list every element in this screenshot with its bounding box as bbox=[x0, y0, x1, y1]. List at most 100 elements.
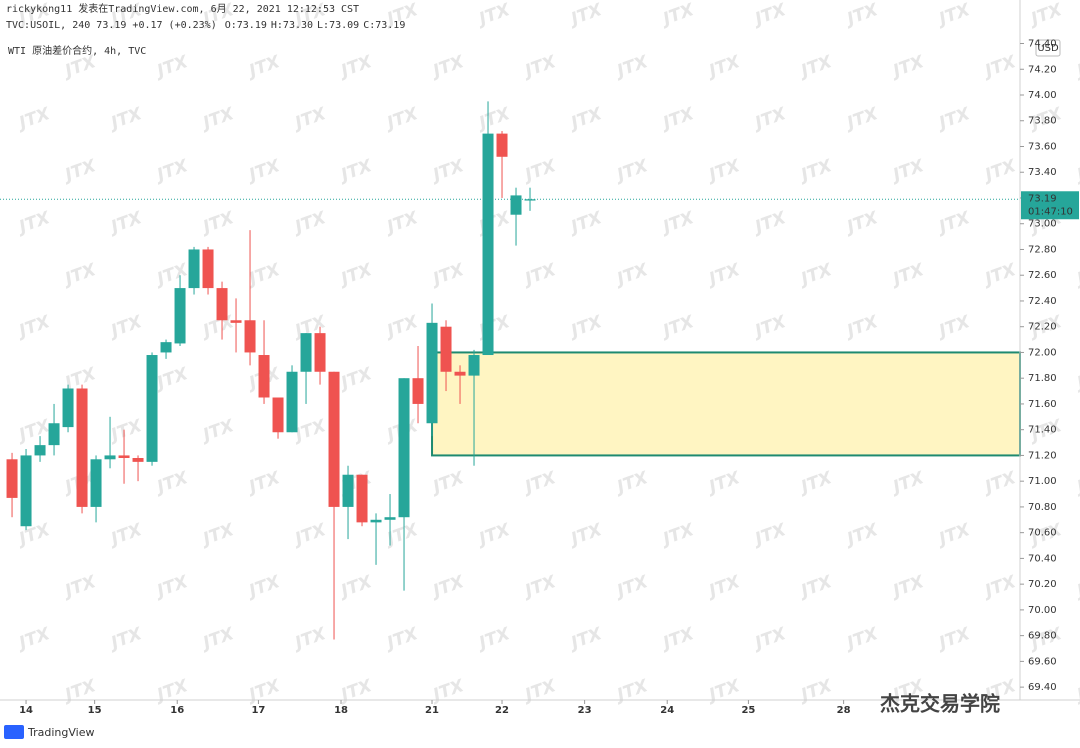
y-tick-label: 72.40 bbox=[1028, 296, 1057, 307]
watermark: JTX bbox=[612, 468, 652, 499]
watermark: JTX bbox=[474, 0, 514, 30]
watermark: JTX bbox=[612, 572, 652, 603]
candle-body bbox=[524, 199, 536, 201]
header: rickykong11 发表在TradingView.com, 6月 22, 2… bbox=[6, 2, 359, 15]
candle-body bbox=[510, 195, 522, 215]
watermark: JTX bbox=[750, 624, 790, 655]
watermark: JTX bbox=[290, 624, 330, 655]
watermark: JTX bbox=[14, 208, 54, 239]
watermark: JTX bbox=[934, 624, 974, 655]
candle-body bbox=[160, 342, 172, 353]
plot-area bbox=[0, 101, 1021, 640]
watermark: JTX bbox=[474, 104, 514, 135]
watermark: JTX bbox=[658, 0, 698, 30]
y-tick-label: 72.20 bbox=[1028, 322, 1057, 333]
watermark: JTX bbox=[1072, 676, 1080, 707]
y-tick-label: 70.80 bbox=[1028, 502, 1057, 513]
watermark: JTX bbox=[796, 52, 836, 83]
watermark: JTX bbox=[336, 156, 376, 187]
ohlc-value: 73.09 bbox=[329, 20, 359, 31]
watermark: JTX bbox=[244, 468, 284, 499]
watermark: JTX bbox=[1072, 364, 1080, 395]
watermark: JTX bbox=[152, 468, 192, 499]
watermark: JTX bbox=[750, 208, 790, 239]
y-tick-label: 70.20 bbox=[1028, 579, 1057, 590]
watermark: JTX bbox=[336, 676, 376, 707]
x-tick-label: 18 bbox=[334, 705, 348, 716]
watermark: JTX bbox=[934, 312, 974, 343]
watermark: JTX bbox=[704, 468, 744, 499]
candle-body bbox=[496, 133, 508, 157]
watermark: JTX bbox=[474, 624, 514, 655]
watermark: JTX bbox=[566, 624, 606, 655]
watermark: JTX bbox=[106, 624, 146, 655]
candle-body bbox=[468, 355, 480, 376]
watermark: JTX bbox=[934, 0, 974, 30]
watermark: JTX bbox=[60, 156, 100, 187]
watermark: JTX bbox=[428, 52, 468, 83]
watermark: JTX bbox=[152, 364, 192, 395]
watermark: JTX bbox=[336, 468, 376, 499]
watermark: JTX bbox=[796, 468, 836, 499]
candle-body bbox=[34, 445, 46, 456]
watermark: JTX bbox=[1072, 52, 1080, 83]
watermark: JTX bbox=[888, 260, 928, 291]
watermark: JTX bbox=[336, 260, 376, 291]
watermark: JTX bbox=[14, 312, 54, 343]
x-tick-label: 28 bbox=[837, 705, 851, 716]
watermark: JTX bbox=[566, 208, 606, 239]
watermark: JTX bbox=[336, 572, 376, 603]
watermark: JTX bbox=[934, 520, 974, 551]
candle-body bbox=[356, 474, 368, 523]
x-tick-label: 17 bbox=[251, 705, 265, 716]
watermark: JTX bbox=[428, 572, 468, 603]
watermark: JTX bbox=[198, 208, 238, 239]
watermark: JTX bbox=[842, 312, 882, 343]
watermark: JTX bbox=[658, 520, 698, 551]
watermark: JTX bbox=[106, 208, 146, 239]
watermark: JTX bbox=[198, 520, 238, 551]
candle-body bbox=[20, 455, 32, 527]
y-tick-label: 74.00 bbox=[1028, 90, 1057, 101]
watermark: JTX bbox=[290, 208, 330, 239]
candle-body bbox=[286, 371, 298, 433]
candle-body bbox=[440, 326, 452, 372]
candle-body bbox=[90, 459, 102, 507]
watermark: JTX bbox=[152, 676, 192, 707]
y-tick-label: 73.60 bbox=[1028, 141, 1057, 152]
x-tick-label: 14 bbox=[19, 705, 33, 716]
watermark: JTX bbox=[980, 156, 1020, 187]
candle-body bbox=[272, 397, 284, 433]
y-tick-label: 71.20 bbox=[1028, 450, 1057, 461]
watermark: JTX bbox=[382, 312, 422, 343]
y-tick-label: 73.40 bbox=[1028, 167, 1057, 178]
candle-body bbox=[76, 388, 88, 507]
support-zone bbox=[431, 351, 1021, 457]
watermark: JTX bbox=[14, 416, 54, 447]
brand-logo bbox=[4, 725, 24, 739]
watermark: JTX bbox=[1072, 156, 1080, 187]
watermark: JTX bbox=[290, 104, 330, 135]
watermark: JTX bbox=[60, 572, 100, 603]
last-price-box bbox=[1021, 191, 1079, 220]
y-tick-label: 69.60 bbox=[1028, 656, 1057, 667]
watermark: JTX bbox=[1026, 0, 1066, 30]
candle-body bbox=[258, 355, 270, 398]
watermark: JTX bbox=[382, 104, 422, 135]
watermark: JTX bbox=[336, 52, 376, 83]
watermark: JTX bbox=[566, 104, 606, 135]
candle-body bbox=[202, 249, 214, 289]
y-tick-label: 69.80 bbox=[1028, 631, 1057, 642]
chart-title: WTI 原油差价合约, 4h, TVC bbox=[8, 44, 146, 57]
watermark: JTX bbox=[980, 468, 1020, 499]
signature: 杰克交易学院 bbox=[880, 692, 1000, 716]
watermark: JTX bbox=[842, 104, 882, 135]
ohlc-key: C: bbox=[363, 20, 375, 31]
watermark: JTX bbox=[106, 312, 146, 343]
candle-body bbox=[384, 517, 396, 520]
watermark: JTX bbox=[1072, 260, 1080, 291]
watermark: JTX bbox=[658, 312, 698, 343]
candle-body bbox=[370, 519, 382, 523]
watermark: JTX bbox=[474, 208, 514, 239]
y-tick-label: 72.60 bbox=[1028, 270, 1057, 281]
